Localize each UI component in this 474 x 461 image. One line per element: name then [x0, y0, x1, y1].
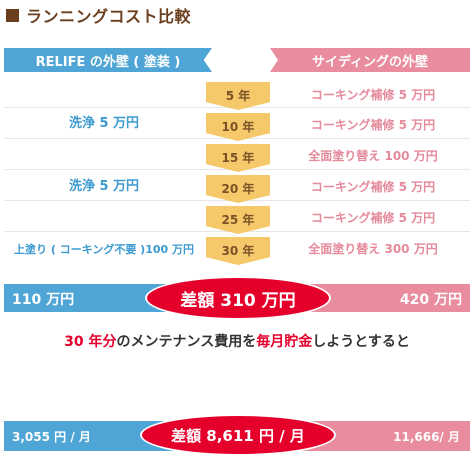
- header-siding: サイディングの外壁: [270, 48, 470, 72]
- header-relife: RELIFE の外壁 ( 塗装 ): [4, 48, 212, 72]
- note-text-1: のメンテナンス費用を: [116, 334, 257, 350]
- title-text: ランニングコスト比較: [26, 7, 192, 26]
- year-arrow-15: 15 年: [206, 144, 270, 172]
- year-arrow-10: 10 年: [206, 113, 270, 141]
- siding-item-5: コーキング補修 5 万円: [310, 88, 436, 102]
- monthly-relife-label: 3,055 円 / 月: [12, 430, 91, 444]
- total-siding-label: 420 万円: [399, 292, 462, 308]
- siding-item-20: コーキング補修 5 万円: [310, 180, 436, 194]
- total-difference-badge: 差額 310 万円: [145, 276, 331, 320]
- year-arrow-30: 30 年: [206, 237, 270, 265]
- year-arrow-20: 20 年: [206, 175, 270, 203]
- relife-item-20: 洗浄 5 万円: [68, 179, 140, 194]
- total-relife-label: 110 万円: [12, 292, 75, 308]
- note-monthly-saving: 毎月貯金: [256, 334, 313, 350]
- siding-item-10: コーキング補修 5 万円: [310, 118, 436, 132]
- note-text-2: しようとすると: [312, 334, 410, 350]
- relife-item-30: 上塗り ( コーキング不要 )100 万円: [13, 243, 194, 256]
- siding-item-15: 全面塗り替え 100 万円: [308, 149, 438, 163]
- siding-item-30: 全面塗り替え 300 万円: [308, 242, 438, 256]
- title-square-icon: [6, 8, 19, 22]
- year-arrow-25: 25 年: [206, 206, 270, 234]
- note-years: 30 年分: [64, 334, 117, 350]
- siding-item-25: コーキング補修 5 万円: [310, 211, 436, 225]
- page-title: ランニングコスト比較: [4, 4, 191, 26]
- monthly-difference-badge: 差額 8,611 円 / 月: [140, 414, 336, 456]
- year-arrow-5: 5 年: [206, 82, 270, 110]
- monthly-siding-label: 11,666/ 月: [393, 430, 460, 444]
- savings-note: 30 年分のメンテナンス費用を毎月貯金しようとすると: [0, 331, 474, 351]
- relife-item-10: 洗浄 5 万円: [68, 116, 140, 131]
